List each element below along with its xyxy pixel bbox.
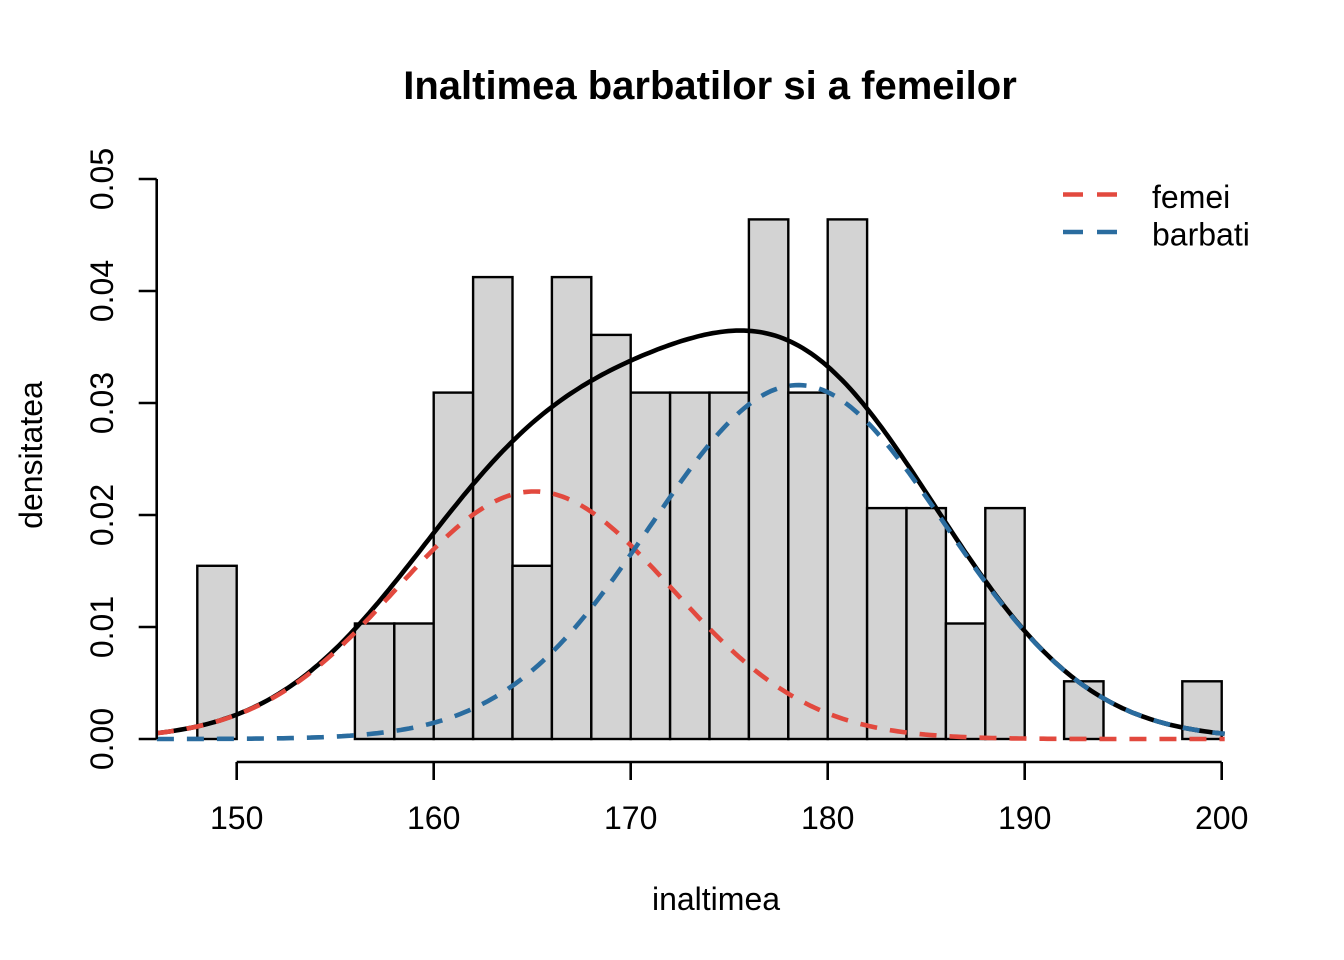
histogram-bar (196, 564, 238, 741)
x-tick-label: 200 (1195, 800, 1248, 836)
x-tick-label: 150 (210, 800, 263, 836)
legend-label-femei: femei (1152, 179, 1230, 215)
y-tick-label: 0.05 (84, 148, 120, 210)
y-axis: 0.00 0.01 0.02 0.03 0.04 0.05 (84, 148, 158, 770)
histogram-bar (668, 391, 711, 741)
x-axis: 150 160 170 180 190 200 (210, 760, 1248, 836)
histogram-bar (432, 391, 475, 741)
y-tick-label: 0.00 (84, 708, 120, 770)
histogram-bar (590, 333, 632, 741)
histogram-bar (511, 564, 554, 741)
y-axis-label: densitatea (13, 381, 49, 529)
legend-label-barbati: barbati (1152, 217, 1250, 253)
curve-total (156, 328, 1225, 737)
legend: femei barbati (1063, 179, 1250, 253)
y-tick-label: 0.03 (84, 372, 120, 434)
y-tick-label: 0.02 (84, 484, 120, 546)
histogram-bar (1062, 680, 1105, 741)
y-tick-label: 0.01 (84, 596, 120, 658)
histogram-bar (747, 218, 790, 741)
y-tick-label: 0.04 (84, 260, 120, 322)
histogram-bar (905, 506, 948, 741)
x-tick-label: 160 (407, 800, 460, 836)
chart-title: Inaltimea barbatilor si a femeilor (403, 64, 1017, 108)
histogram-bar (944, 622, 987, 741)
x-axis-label: inaltimea (652, 881, 780, 917)
x-tick-label: 180 (801, 800, 854, 836)
histogram-bar (353, 622, 396, 741)
density-curves (156, 328, 1225, 742)
x-tick-label: 170 (604, 800, 657, 836)
histogram-bar (393, 622, 435, 741)
curve-femei (156, 489, 1225, 742)
histogram-bar (787, 391, 829, 741)
histogram-bars (196, 218, 1223, 741)
x-tick-label: 190 (998, 800, 1051, 836)
histogram-bar (826, 218, 869, 741)
histogram-bar (865, 506, 908, 741)
histogram-bar (708, 391, 751, 741)
